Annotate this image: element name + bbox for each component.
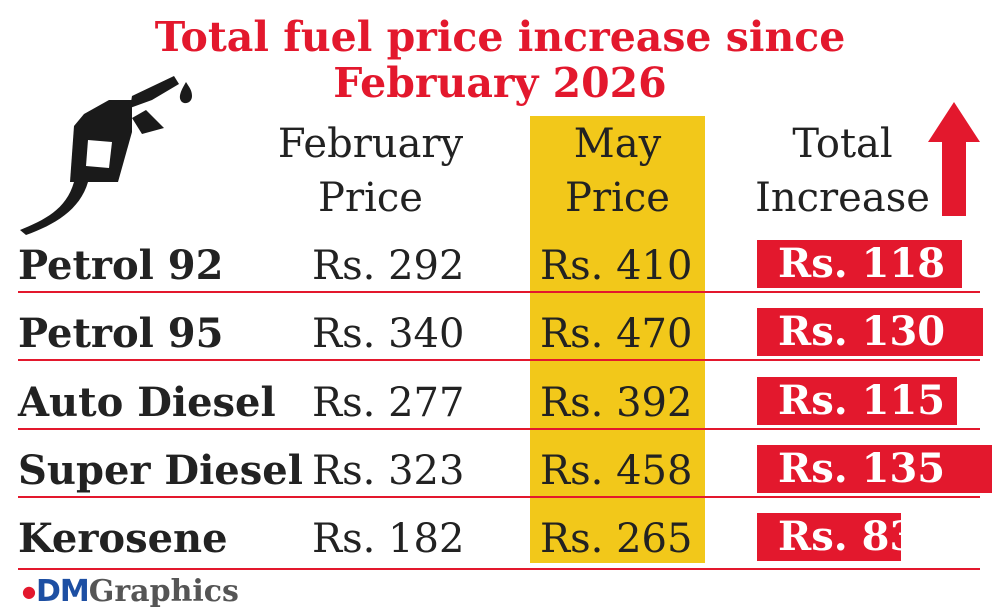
may-column-highlight: [530, 116, 705, 563]
fuel-name: Kerosene: [18, 515, 228, 562]
increase-label: Rs. 83: [778, 513, 918, 560]
feb-price: Rs. 292: [312, 243, 465, 289]
may-price: Rs. 458: [540, 448, 693, 494]
may-price: Rs. 410: [540, 243, 693, 289]
col-header-inc-line1: Total: [792, 121, 893, 167]
chart-title-line1: Total fuel price increase since: [154, 13, 846, 61]
increase-label: Rs. 118: [778, 240, 946, 287]
feb-price: Rs. 340: [312, 311, 465, 357]
table-row-auto-diesel: Auto Diesel Rs. 277 Rs. 392 Rs. 115: [0, 371, 1000, 443]
col-header-may-line1: May: [573, 121, 662, 167]
col-header-may-line2: Price: [565, 175, 670, 221]
col-header-feb-line1: February: [277, 121, 464, 167]
chart-title-line2: February 2026: [333, 59, 667, 107]
may-price: Rs. 470: [540, 311, 693, 357]
increase-bar: [757, 513, 901, 561]
feb-price: Rs. 277: [312, 380, 465, 426]
fuel-name: Petrol 95: [18, 310, 224, 357]
fuel-pump-icon: [20, 76, 192, 235]
may-price: Rs. 392: [540, 380, 693, 426]
increase-bar: [757, 308, 983, 356]
row-divider: [18, 291, 980, 293]
row-divider: [18, 359, 980, 361]
fuel-name: Super Diesel: [18, 447, 303, 494]
row-divider: [18, 496, 980, 498]
fuel-name: Petrol 92: [18, 242, 224, 289]
feb-price: Rs. 323: [312, 448, 465, 494]
table-row-petrol-95: Petrol 95 Rs. 340 Rs. 470 Rs. 130: [0, 302, 1000, 374]
increase-bar: [757, 377, 957, 425]
table-row-kerosene: Kerosene Rs. 182 Rs. 265 Rs. 83: [0, 507, 1000, 579]
dm-graphics-logo: ●DMGraphics: [22, 574, 239, 610]
col-header-inc-line2: Increase: [755, 175, 930, 221]
increase-label: Rs. 130: [778, 308, 946, 355]
increase-bar: [757, 240, 962, 288]
may-price: Rs. 265: [540, 516, 693, 562]
logo-graphics: Graphics: [88, 574, 239, 609]
col-header-feb-line2: Price: [318, 175, 423, 221]
arrow-up-icon: [928, 102, 980, 216]
logo-dot-icon: ●: [22, 582, 36, 601]
increase-label: Rs. 115: [778, 377, 946, 424]
table-row-petrol-92: Petrol 92 Rs. 292 Rs. 410 Rs. 118: [0, 234, 1000, 306]
feb-price: Rs. 182: [312, 516, 465, 562]
logo-dm: DM: [35, 574, 90, 609]
row-divider: [18, 568, 980, 570]
increase-label: Rs. 135: [778, 445, 946, 492]
fuel-name: Auto Diesel: [18, 379, 276, 426]
increase-bar: [757, 445, 992, 493]
table-row-super-diesel: Super Diesel Rs. 323 Rs. 458 Rs. 135: [0, 439, 1000, 511]
row-divider: [18, 428, 980, 430]
